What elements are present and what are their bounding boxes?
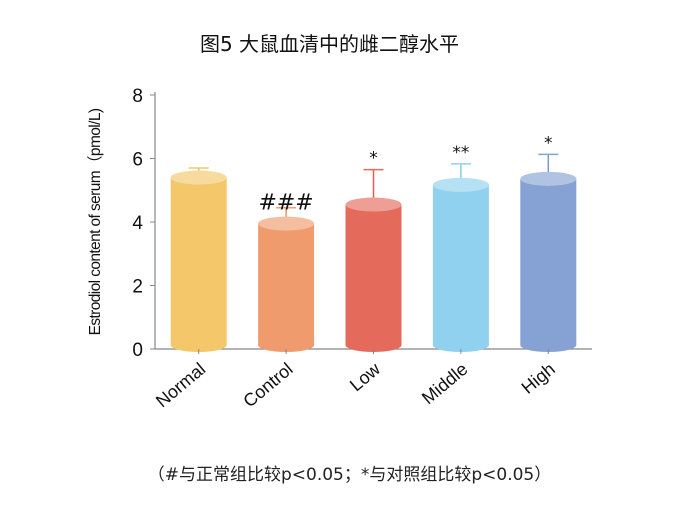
y-tick-label: 0: [132, 340, 143, 361]
x-tick-label: Control: [239, 359, 296, 412]
bar: [258, 223, 315, 353]
bar: [432, 184, 489, 353]
y-tick-label: 4: [132, 213, 143, 234]
chart-title: 图5 大鼠血清中的雌二醇水平: [199, 32, 460, 56]
x-tick-label: Middle: [418, 359, 471, 408]
significance-mark: ###: [258, 191, 313, 216]
y-tick-label: 2: [132, 277, 143, 298]
bar-chart: 0 2 4 6 8 Estrodiol content of serum（pmol/L) N…: [87, 86, 592, 412]
bar-top: [520, 171, 577, 186]
bar-top: [345, 197, 402, 212]
x-tick-label: High: [518, 359, 559, 398]
y-tick-label: 8: [132, 86, 143, 107]
bar: [345, 204, 402, 353]
bar-top: [258, 216, 315, 231]
x-tick-label: Normal: [152, 359, 209, 412]
bar: [170, 177, 227, 353]
significance-mark: *: [544, 133, 553, 153]
y-tick-label: 6: [132, 150, 143, 171]
x-tick-label: Low: [346, 358, 385, 395]
y-axis-label: Estrodiol content of serum（pmol/L): [87, 108, 104, 335]
bar-top: [170, 170, 227, 185]
significance-mark: *: [369, 149, 378, 169]
chart-footnote: （#与正常组比较p<0.05；*与对照组比较p<0.05）: [147, 465, 552, 485]
bar-top: [432, 177, 489, 192]
significance-mark: **: [452, 143, 469, 163]
bar: [520, 178, 577, 353]
